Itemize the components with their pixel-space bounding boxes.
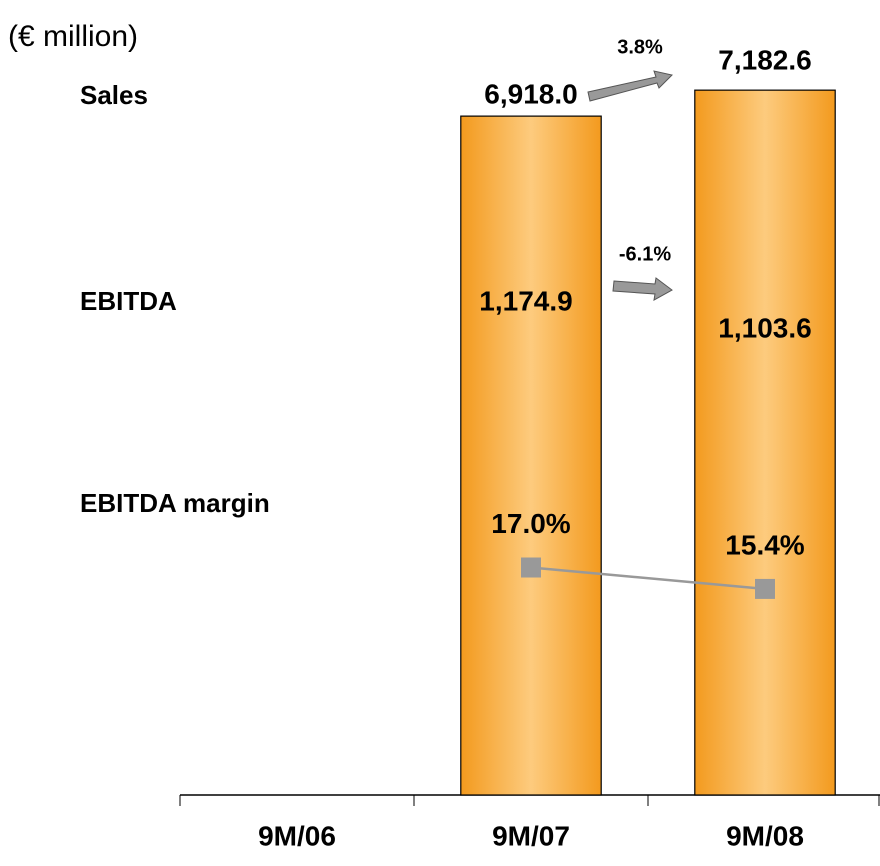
growth-arrow xyxy=(587,70,673,102)
x-tick-label: 9M/08 xyxy=(726,820,804,851)
margin-value-label: 15.4% xyxy=(725,529,804,560)
margin-marker xyxy=(755,578,775,599)
growth-annotation: -6.1% xyxy=(619,243,671,265)
margin-value-label: 17.0% xyxy=(491,508,570,539)
ebitda-value-label: 1,174.9 xyxy=(479,285,572,316)
row-label: EBITDA margin xyxy=(80,488,270,518)
margin-marker xyxy=(521,557,541,578)
unit-label: (€ million) xyxy=(8,20,138,53)
growth-arrow xyxy=(612,277,673,301)
bar xyxy=(460,115,602,796)
x-tick-label: 9M/07 xyxy=(492,820,570,851)
row-label: EBITDA xyxy=(80,286,177,316)
ebitda-value-label: 1,103.6 xyxy=(718,312,811,343)
growth-annotation: 3.8% xyxy=(617,36,663,58)
bar xyxy=(694,89,836,796)
bar-value-label: 7,182.6 xyxy=(718,45,811,76)
bar-value-label: 6,918.0 xyxy=(484,79,577,110)
margin-line xyxy=(530,566,766,591)
x-tick-label: 9M/06 xyxy=(258,820,336,851)
row-label: Sales xyxy=(80,80,148,110)
